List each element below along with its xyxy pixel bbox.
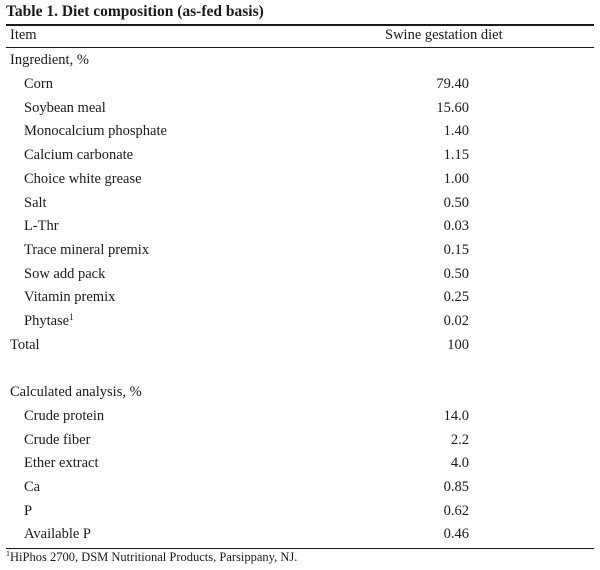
row-label: Trace mineral premix <box>24 241 150 258</box>
top-rule <box>6 24 594 26</box>
table-row: Salt 0.50 <box>6 195 594 219</box>
header-rule <box>6 47 594 48</box>
row-value: 0.85 <box>443 479 469 495</box>
table-footnote: 1HiPhos 2700, DSM Nutritional Products, … <box>6 549 298 565</box>
row-value: 1.00 <box>443 170 469 187</box>
table-row: Soybean meal 15.60 <box>6 100 594 124</box>
footnote-marker: 1 <box>69 311 74 322</box>
row-value: 0.50 <box>443 194 469 211</box>
table-row: Ca 0.85 <box>6 479 594 503</box>
row-label: P <box>24 502 33 519</box>
row-label: Vitamin premix <box>24 289 116 305</box>
row-label: Ca <box>24 479 41 495</box>
table-row: Crude fiber 2.2 <box>6 432 594 456</box>
row-label: Crude protein <box>24 407 105 424</box>
table-row: Crude protein 14.0 <box>6 408 594 432</box>
row-label: Total <box>10 336 40 353</box>
row-value: 1.15 <box>443 147 469 163</box>
table-row: Calcium carbonate 1.15 <box>6 147 594 171</box>
column-header-item: Item <box>10 27 37 43</box>
row-value: 14.0 <box>443 407 469 424</box>
footnote-marker: 1 <box>6 549 10 558</box>
row-label: Ether extract <box>24 455 99 471</box>
table-row: Available P 0.46 <box>6 526 594 550</box>
section-heading-ingredients: Ingredient, % <box>6 52 594 76</box>
table-row: Sow add pack 0.50 <box>6 266 594 290</box>
section-heading-analysis: Calculated analysis, % <box>6 384 594 408</box>
footnote-text: HiPhos 2700, DSM Nutritional Products, P… <box>10 550 298 564</box>
row-label: Available P <box>24 526 91 542</box>
table-row: P 0.62 <box>6 503 594 527</box>
table-row: Corn 79.40 <box>6 76 594 100</box>
table-row: Choice white grease 1.00 <box>6 171 594 195</box>
row-value: 0.50 <box>443 265 469 282</box>
row-value: 0.46 <box>443 526 469 542</box>
row-value: 0.02 <box>443 312 469 329</box>
table-row: Trace mineral premix 0.15 <box>6 242 594 266</box>
table-row: L-Thr 0.03 <box>6 218 594 242</box>
section-label: Ingredient, % <box>10 52 89 68</box>
total-row: Total 100 <box>6 337 594 361</box>
row-value: 79.40 <box>436 76 469 92</box>
row-label: Sow add pack <box>24 265 106 282</box>
row-value: 2.2 <box>450 431 469 448</box>
row-value: 15.60 <box>436 99 469 116</box>
table-row: Ether extract 4.0 <box>6 455 594 479</box>
row-value: 0.15 <box>443 241 469 258</box>
row-label: L-Thr <box>24 218 59 234</box>
row-value: 0.03 <box>443 218 469 234</box>
row-value: 0.62 <box>443 502 469 519</box>
bottom-rule <box>6 548 594 550</box>
row-value: 0.25 <box>443 289 469 305</box>
table-title: Table 1. Diet composition (as-fed basis) <box>6 3 264 20</box>
row-value: 4.0 <box>450 455 469 471</box>
row-label: Choice white grease <box>24 170 142 187</box>
row-label: Corn <box>24 76 53 92</box>
section-label: Calculated analysis, % <box>10 384 142 400</box>
table-row: Phytase1 0.02 <box>6 311 594 337</box>
row-label: Soybean meal <box>24 99 106 116</box>
table-row: Monocalcium phosphate 1.40 <box>6 123 594 147</box>
row-label: Salt <box>24 194 47 211</box>
row-value: 1.40 <box>443 123 469 139</box>
row-label: Monocalcium phosphate <box>24 123 167 139</box>
column-header-diet: Swine gestation diet <box>385 27 503 43</box>
row-label: Phytase1 <box>24 311 74 330</box>
row-value: 100 <box>447 336 469 353</box>
table-row: Vitamin premix 0.25 <box>6 289 594 313</box>
row-label-text: Phytase <box>24 312 70 329</box>
row-label: Calcium carbonate <box>24 147 134 163</box>
row-label: Crude fiber <box>24 431 91 448</box>
